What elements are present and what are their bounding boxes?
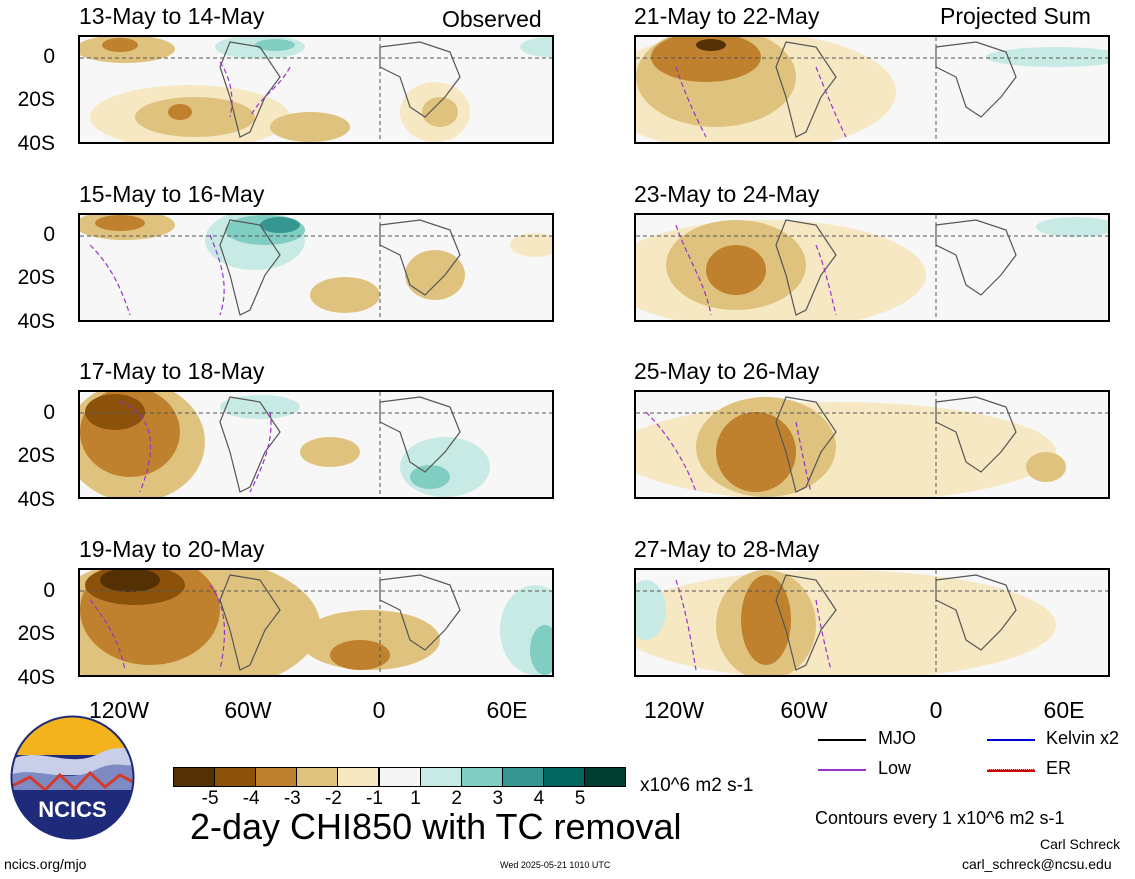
map-panel-r1	[634, 35, 1110, 144]
footer-email: carl_schreck@ncsu.edu	[962, 856, 1112, 872]
lon-label-60e: 60E	[486, 697, 528, 723]
footer-author: Carl Schreck	[1040, 836, 1121, 852]
lon-label-120w: 120W	[88, 697, 150, 723]
colorbar-label: 5	[574, 788, 586, 809]
colorbar-swatch	[214, 767, 257, 787]
legend-er-line	[987, 769, 1035, 772]
panel-title-r3: 25-May to 26-May	[634, 358, 820, 384]
colorbar-swatch	[296, 767, 339, 787]
colorbar-swatch	[501, 767, 544, 787]
lon-label-0: 0	[929, 697, 943, 723]
footer-timestamp: Wed 2025-05-21 1010 UTC	[500, 860, 611, 870]
colorbar-label: 1	[410, 788, 421, 809]
legend-er-label: ER	[1046, 758, 1072, 778]
lat-label-0: 0	[43, 45, 55, 68]
contours-note: Contours every 1 x10^6 m2 s-1	[815, 808, 1065, 828]
colorbar-units: x10^6 m2 s-1	[640, 775, 754, 796]
footer-url: ncics.org/mjo	[4, 856, 87, 872]
map-panel-l1	[78, 35, 554, 144]
legend-kelvin-line	[987, 739, 1035, 741]
legend-mjo-label: MJO	[878, 728, 916, 748]
map-panel-l4	[78, 568, 554, 677]
panel-title-l3: 17-May to 18-May	[79, 358, 265, 384]
colorbar-swatch	[337, 767, 380, 787]
colorbar-label: 4	[533, 788, 545, 809]
lon-label-60e: 60E	[1043, 697, 1085, 723]
lat-label-20s: 20S	[17, 266, 55, 289]
colorbar-label: -2	[324, 788, 342, 809]
colorbar-swatch	[460, 767, 503, 787]
lat-label-0: 0	[43, 223, 55, 246]
lat-label-40s: 40S	[17, 488, 55, 511]
lat-label-0: 0	[43, 401, 55, 424]
map-panel-r2	[634, 213, 1110, 322]
colorbar-swatch	[584, 767, 627, 787]
panel-title-r2: 23-May to 24-May	[634, 181, 820, 207]
ncics-logo: NCICS	[10, 715, 135, 840]
map-panel-l2	[78, 213, 554, 322]
panel-title-r1: 21-May to 22-May	[634, 3, 820, 29]
colorbar-swatch	[378, 767, 421, 787]
colorbar-label: -1	[366, 788, 383, 809]
observed-label: Observed	[442, 6, 542, 32]
lon-label-60w: 60W	[224, 697, 272, 723]
colorbar-label: -3	[283, 788, 301, 809]
lat-label-20s: 20S	[17, 444, 55, 467]
colorbar-label: 3	[492, 788, 504, 809]
colorbar-label: 2	[451, 788, 462, 809]
lon-label-60w: 60W	[780, 697, 828, 723]
lat-label-40s: 40S	[17, 132, 55, 155]
colorbar-swatch	[255, 767, 298, 787]
lat-label-20s: 20S	[17, 88, 55, 111]
legend-low-line	[818, 769, 866, 771]
colorbar-label: -5	[201, 788, 219, 809]
logo-text: NCICS	[38, 797, 106, 822]
legend-low-label: Low	[878, 758, 912, 778]
lat-label-40s: 40S	[17, 666, 55, 689]
figure-title: 2-day CHI850 with TC removal	[190, 806, 682, 847]
map-panel-r3	[634, 390, 1110, 499]
colorbar-swatch	[419, 767, 462, 787]
panel-title-l4: 19-May to 20-May	[79, 536, 265, 562]
lon-label-120w: 120W	[643, 697, 705, 723]
legend-kelvin-label: Kelvin x2	[1046, 728, 1120, 748]
panel-title-l2: 15-May to 16-May	[79, 181, 265, 207]
map-panel-l3	[78, 390, 554, 499]
colorbar-label: -4	[242, 788, 260, 809]
projected-sum-label: Projected Sum	[940, 3, 1091, 29]
lon-label-0: 0	[372, 697, 386, 723]
lat-label-0: 0	[43, 579, 55, 602]
panel-title-l1: 13-May to 14-May	[79, 3, 265, 29]
legend-mjo-line	[818, 739, 866, 741]
colorbar-swatch	[542, 767, 585, 787]
lat-label-40s: 40S	[17, 310, 55, 333]
map-panel-r4	[634, 568, 1110, 677]
lat-label-20s: 20S	[17, 622, 55, 645]
colorbar-swatch	[173, 767, 216, 787]
panel-title-r4: 27-May to 28-May	[634, 536, 820, 562]
